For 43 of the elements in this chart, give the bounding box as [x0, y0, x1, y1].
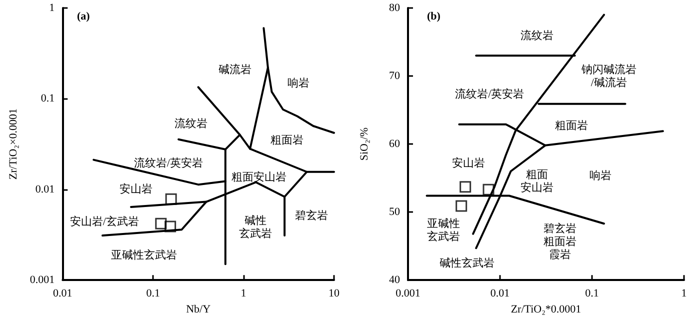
annotation: 流纹岩: [174, 117, 208, 130]
y-tick-label: 60: [389, 138, 400, 150]
annotation: 粗面岩: [554, 118, 588, 132]
annotation: 粗面安山岩: [232, 170, 287, 184]
annotation: 碧玄岩粗面岩霞岩: [543, 222, 576, 262]
annotation: 安山岩: [119, 182, 152, 196]
y-tick-label: 50: [389, 206, 400, 218]
x-tick-label: 1: [240, 288, 246, 300]
annotation: 安山岩/玄武岩: [70, 214, 139, 228]
y-tick-label: 0.001: [30, 274, 55, 286]
y-tick-label: 70: [389, 70, 400, 82]
annotation: 粗面岩: [270, 133, 304, 146]
annotation: 亚碱性玄武岩: [426, 217, 460, 244]
x-tick-label: 10: [328, 288, 340, 300]
annotation: 碧玄岩: [294, 208, 328, 222]
chart-title: (a): [77, 10, 90, 22]
x-axis-title: Zr/TiO₂*0.0001: [510, 304, 582, 316]
x-tick-label: 1: [681, 288, 687, 300]
annotation: 碱性玄武岩: [439, 256, 494, 270]
annotation: 流纹岩: [520, 28, 554, 42]
y-tick-label: 40: [389, 274, 400, 286]
y-axis-title: Zr/TiO₂×0.0001: [8, 108, 20, 180]
annotation: 流纹岩/英安岩: [134, 156, 203, 170]
annotation: 碱性玄武岩: [238, 214, 272, 240]
x-tick-label: 0.1: [585, 288, 599, 300]
y-tick-label: 0.1: [40, 92, 55, 105]
y-tick-label: 80: [389, 2, 400, 14]
chart-title: (b): [427, 10, 441, 22]
annotation: 亚碱性玄武岩: [111, 248, 178, 262]
annotation: 碱流岩: [218, 63, 252, 76]
annotation: 安山岩: [452, 156, 485, 170]
x-tick-label: 0.01: [53, 288, 72, 300]
y-tick-label: 1: [49, 2, 55, 14]
y-axis-title: SiO₂/%: [358, 127, 370, 161]
annotation: 响岩: [590, 169, 612, 182]
y-tick-label: 0.01: [35, 183, 55, 196]
annotation: 响岩: [287, 76, 310, 90]
x-tick-label: 0.1: [146, 288, 160, 300]
annotation: 粗面安山岩: [520, 169, 554, 194]
x-tick-label: 0.01: [490, 288, 510, 300]
annotation: 流纹岩/英安岩: [455, 88, 524, 101]
annotation: 钠闪碱流岩/碱流岩: [580, 63, 636, 90]
x-axis-title: Nb/Y: [186, 304, 211, 316]
